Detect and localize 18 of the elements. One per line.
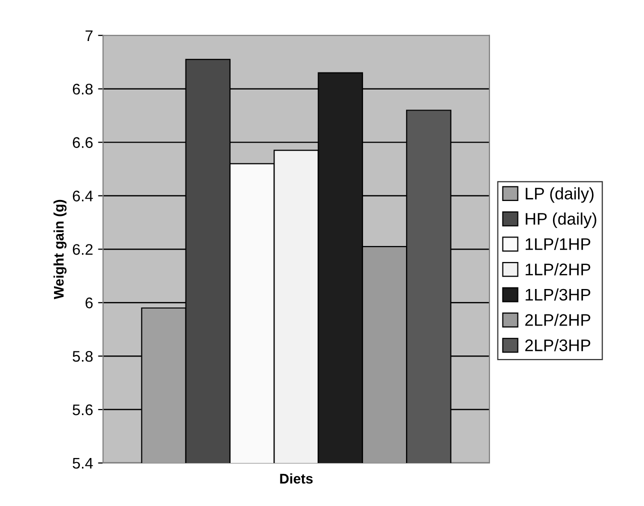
legend-label: 2LP/2HP	[525, 314, 590, 326]
y-tick-label: 6	[86, 298, 93, 308]
y-tick-label: 5.6	[72, 404, 93, 416]
legend-label: LP (daily)	[526, 187, 594, 203]
legend-label: 1LP/3HP	[526, 288, 590, 301]
y-tick-label: 5.8	[72, 350, 93, 362]
y-tick-label: 6.8	[72, 84, 93, 95]
y-axis-title: Weight gain (g)	[54, 200, 67, 300]
x-axis-title: Diets	[280, 473, 313, 484]
y-tick-label: 5.4	[72, 458, 93, 469]
legend-label: 1LP/1HP	[526, 238, 590, 250]
y-tick-label: 6.4	[72, 190, 93, 202]
legend-label: 2LP/3HP	[525, 338, 590, 352]
y-tick-label: 6.6	[72, 137, 93, 148]
legend-label: HP (daily)	[526, 212, 596, 228]
y-tick-label: 7	[86, 30, 93, 41]
legend-label: 1LP/2HP	[526, 263, 590, 276]
y-tick-label: 6.2	[72, 244, 93, 255]
